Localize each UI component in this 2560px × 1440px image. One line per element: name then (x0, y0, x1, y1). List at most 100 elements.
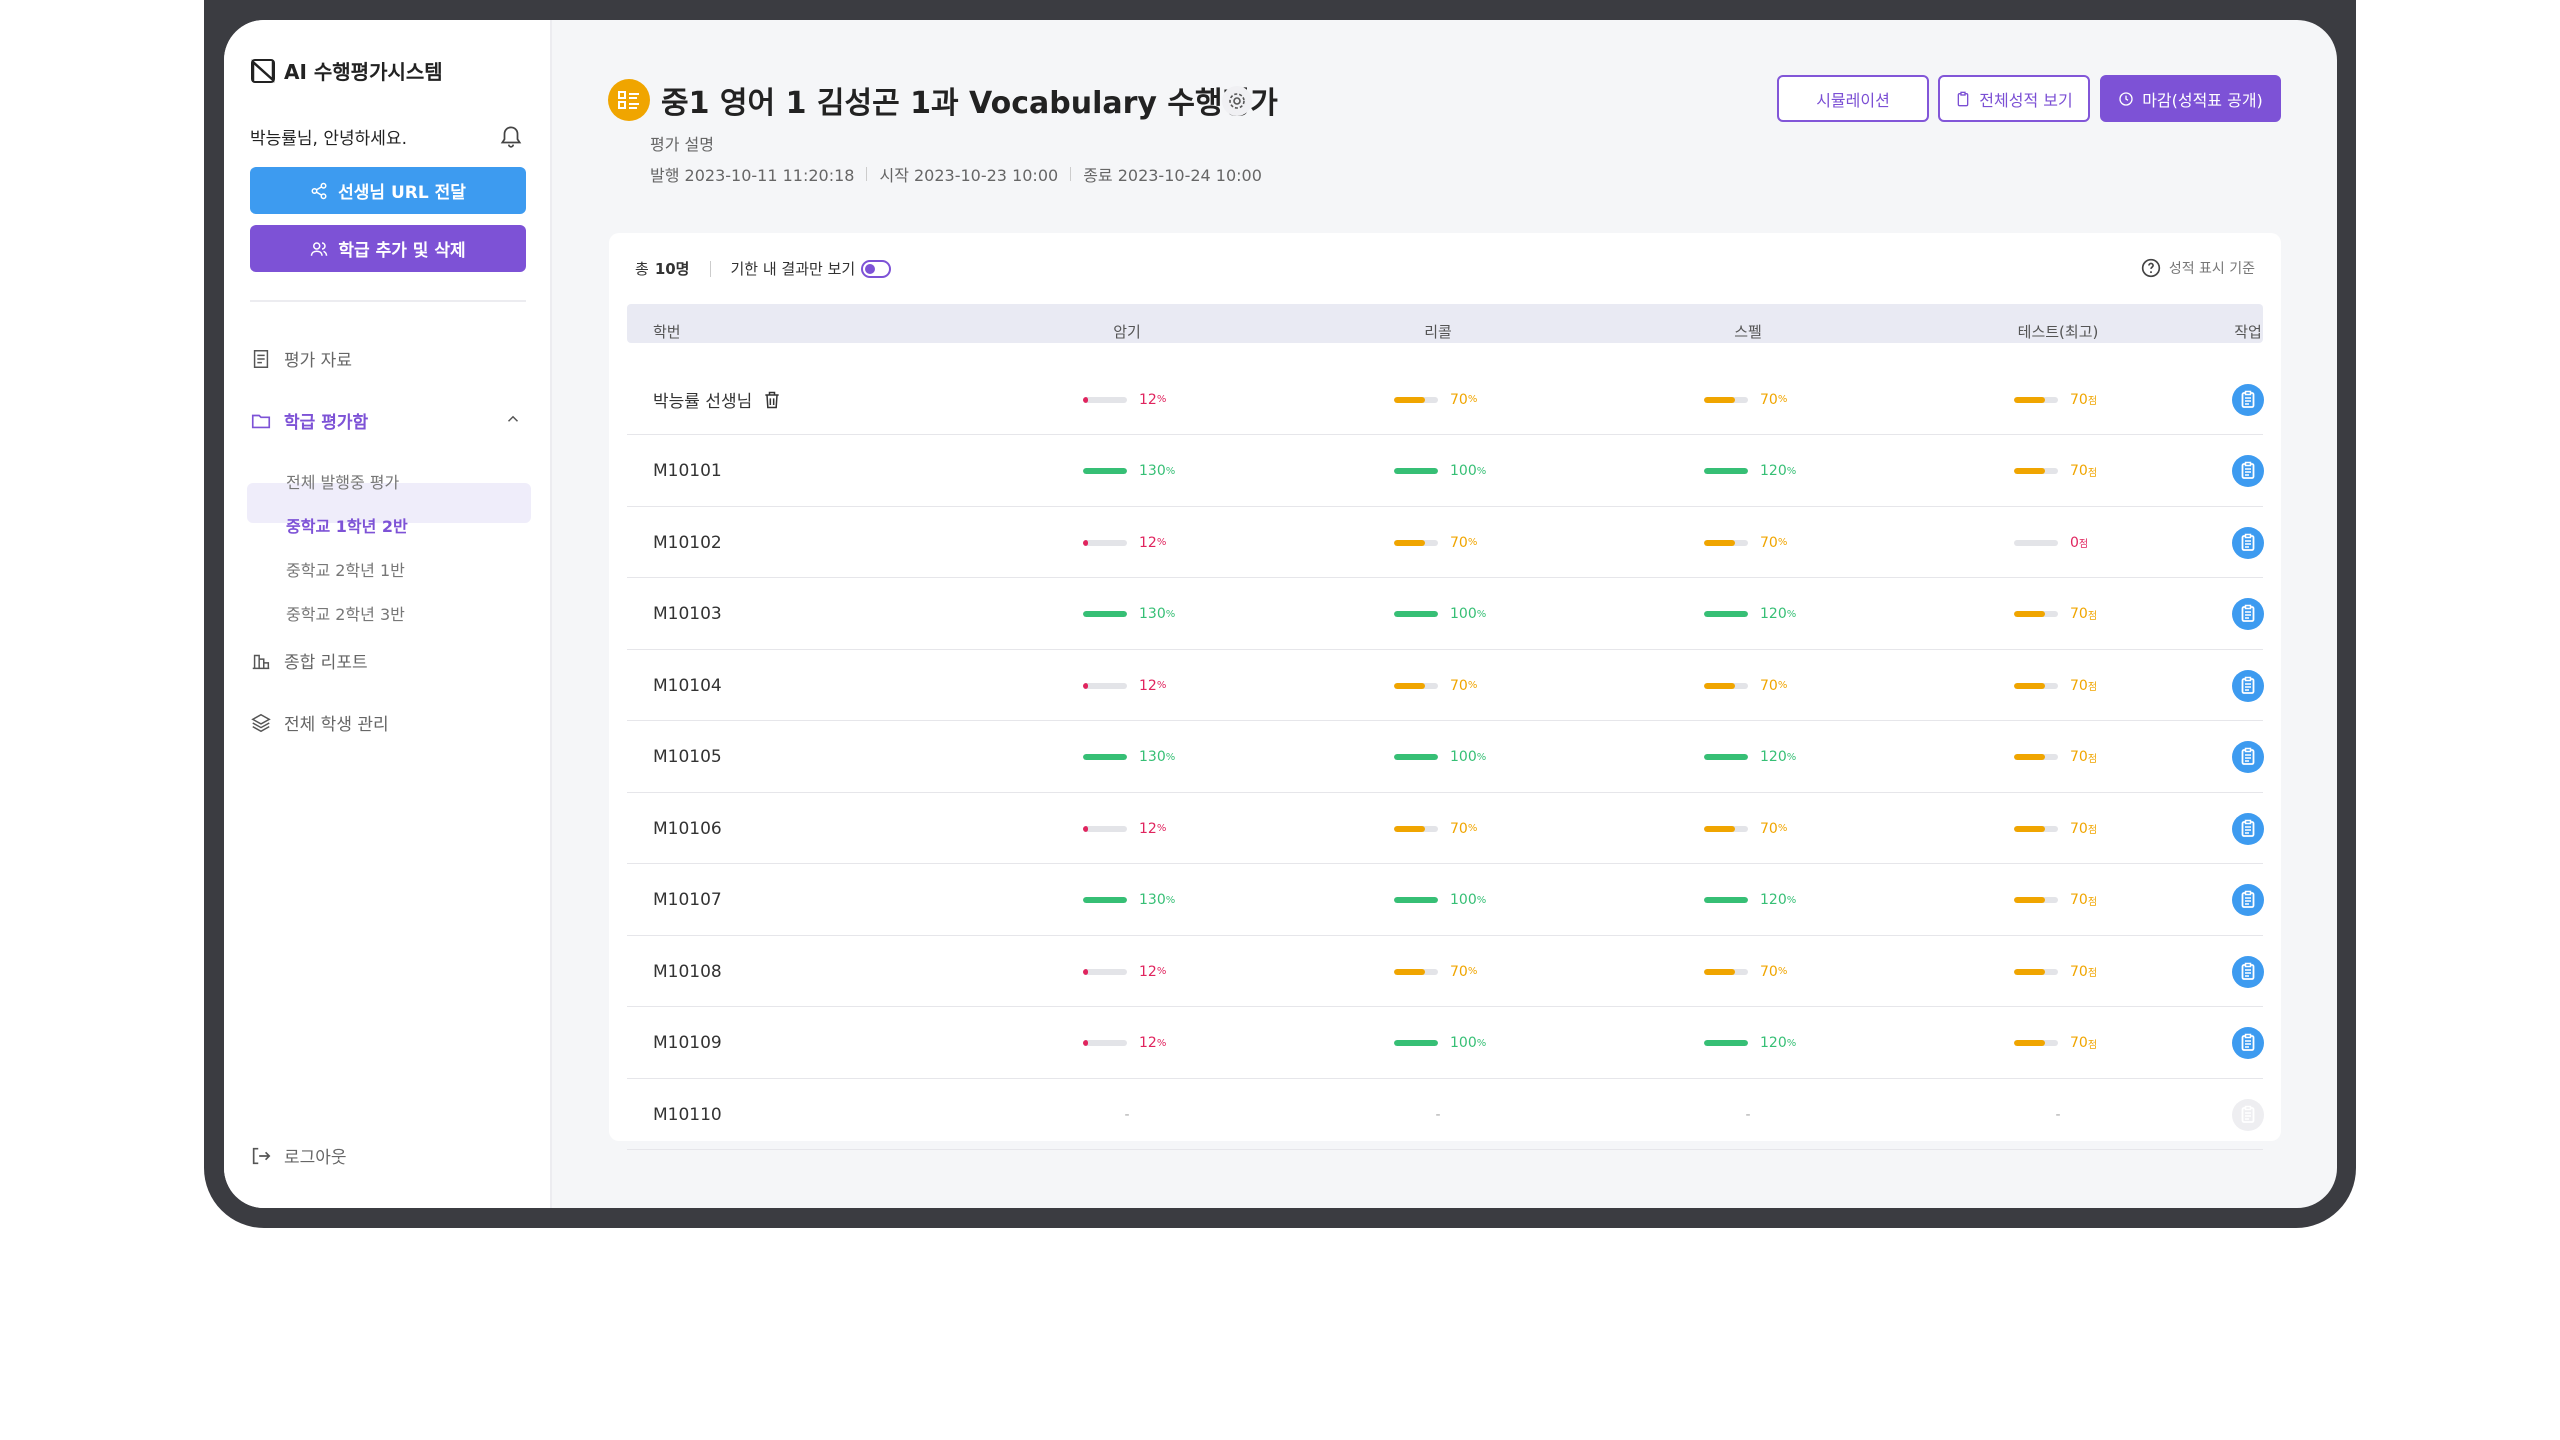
table-row: 박능률 선생님 12% 70% 70% 70 점 (627, 364, 2264, 435)
logout-icon (252, 1147, 271, 1164)
score-unit: 점 (2087, 968, 2098, 979)
class-manage-button[interactable]: 학급 추가 및 삭제 (250, 225, 526, 272)
action-button[interactable] (2232, 507, 2264, 578)
score-value: 0 (2070, 534, 2079, 551)
table-row: M10102 12% 70% 70% 0 점 (627, 507, 2264, 578)
score-unit: % (1777, 680, 1788, 691)
submenu-item[interactable]: 중학교 2학년 1반 (286, 561, 405, 580)
action-button[interactable] (2232, 1008, 2264, 1079)
score-value: 70 (1450, 820, 1468, 837)
menu-item[interactable]: 종합 리포트 (250, 648, 368, 673)
criteria[interactable]: 성적 표시 기준 (2141, 258, 2255, 278)
score-unit: % (1467, 537, 1478, 548)
action-button[interactable] (2232, 865, 2264, 936)
score-cell: 12% (1083, 793, 1166, 864)
button-label: 마감(성적표 공개) (2142, 90, 2263, 110)
progress-bar (1704, 682, 1735, 689)
score-value: 120 (1760, 463, 1787, 479)
progress-track (2014, 468, 2058, 474)
progress-track (1704, 1040, 1748, 1046)
student-id: M10105 (653, 722, 722, 793)
share-url-button[interactable]: 선생님 URL 전달 (250, 167, 526, 214)
score-unit: % (1476, 751, 1487, 763)
action-button[interactable] (2232, 579, 2264, 650)
action-button[interactable] (2232, 436, 2264, 507)
progress-bar (1704, 754, 1748, 760)
score-value: 70 (2070, 892, 2088, 908)
simulation-button[interactable]: 시뮬레이션 (1777, 75, 1929, 122)
action-button[interactable] (2232, 364, 2264, 435)
score-value: 70 (2070, 391, 2088, 408)
score-value: 130 (1139, 606, 1166, 622)
progress-bar (1394, 825, 1425, 832)
trash-icon[interactable] (762, 390, 782, 410)
close-button[interactable]: 마감(성적표 공개) (2100, 75, 2281, 122)
bell-icon[interactable] (498, 123, 524, 149)
menu-label: 평가 자료 (284, 351, 352, 371)
settings-icon[interactable] (1222, 86, 1252, 116)
progress-track (1394, 468, 1438, 474)
empty-cell: - (1124, 1106, 1130, 1123)
menu-icon (251, 414, 271, 428)
student-id: M10106 (653, 793, 722, 864)
progress-bar (1394, 611, 1438, 617)
progress-track (2014, 754, 2058, 760)
progress-track (1704, 611, 1748, 617)
action-button[interactable] (2232, 793, 2264, 864)
score-value: 70 (2070, 463, 2088, 479)
score-cell: 70% (1394, 793, 1477, 864)
submenu-item[interactable]: 중학교 2학년 3반 (286, 605, 405, 624)
score-cell: 70 점 (2014, 865, 2097, 936)
logo-icon (251, 58, 275, 83)
submenu-item[interactable]: 중학교 1학년 2반 (286, 517, 408, 536)
score-unit: % (1476, 608, 1487, 620)
submenu-item[interactable]: 전체 발행중 평가 (286, 473, 400, 492)
filter-toggle[interactable] (861, 259, 892, 278)
score-unit: 점 (2087, 1039, 2098, 1051)
total: 총 10명 기한 내 결과만 보기 (635, 258, 892, 279)
action-button[interactable] (2232, 722, 2264, 793)
score-unit: % (1786, 608, 1797, 620)
menu-icon (253, 349, 269, 368)
progress-bar (1394, 1040, 1438, 1046)
progress-track (1704, 539, 1748, 546)
progress-track (2014, 968, 2058, 975)
action-button (2232, 1079, 2264, 1150)
progress-track (1394, 539, 1438, 546)
score-value: 130 (1139, 463, 1166, 479)
description: 평가 설명 (650, 135, 714, 154)
menu-item[interactable]: 평가 자료 (250, 346, 352, 371)
score-value: 100 (1450, 606, 1477, 622)
table-row: M10109 12% 100% 120% 70 점 (627, 1008, 2264, 1079)
action-button[interactable] (2232, 650, 2264, 721)
progress-bar (1704, 396, 1735, 403)
menu-item[interactable]: 전체 학생 관리 (250, 710, 389, 735)
student-id: M10107 (653, 865, 722, 936)
all-grades-button[interactable]: 전체성적 보기 (1938, 75, 2090, 122)
progress-track (1083, 1040, 1127, 1046)
column-header: 암기 (1113, 323, 1141, 341)
student-id: 박능률 선생님 (653, 364, 782, 435)
criteria-label: 성적 표시 기준 (2168, 261, 2255, 277)
score-value: 120 (1760, 1035, 1787, 1051)
progress-bar (2014, 1040, 2045, 1046)
score-cell: 12% (1083, 364, 1166, 435)
score-value: 70 (1760, 391, 1778, 408)
score-cell: 120% (1704, 436, 1796, 507)
menu-item[interactable]: 학급 평가함 (250, 408, 368, 433)
progress-track (1704, 682, 1748, 689)
student-id: M10110 (653, 1079, 722, 1150)
column-header: 학번 (653, 323, 681, 341)
progress-track (1394, 1040, 1438, 1046)
score-unit: % (1156, 966, 1167, 977)
score-unit: % (1156, 537, 1167, 548)
action-button[interactable] (2232, 936, 2264, 1007)
separator (709, 260, 711, 277)
id-text: M10106 (653, 818, 722, 839)
score-cell: 70% (1394, 364, 1477, 435)
logout[interactable]: 로그아웃 (250, 1143, 347, 1168)
score-unit: % (1476, 465, 1487, 477)
table-row: M10105 130% 100% 120% 70 점 (627, 722, 2264, 793)
total-count: 10명 (654, 260, 690, 278)
